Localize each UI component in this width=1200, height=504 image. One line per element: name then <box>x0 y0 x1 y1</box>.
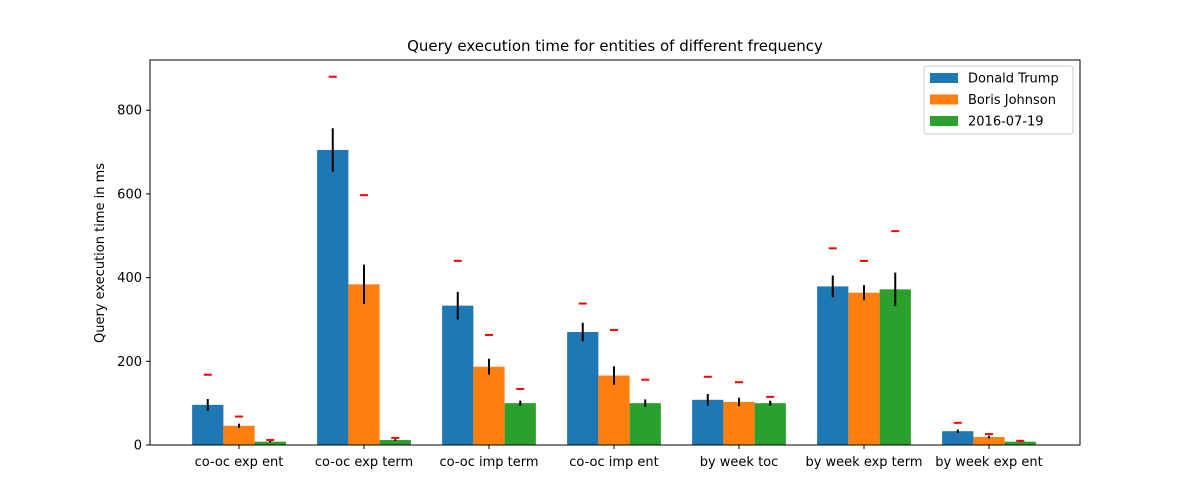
bar <box>473 366 505 445</box>
bar <box>723 401 755 445</box>
chart-title: Query execution time for entities of dif… <box>407 37 823 55</box>
x-tick-label: by week toc <box>700 455 779 470</box>
bar <box>348 284 380 445</box>
bar <box>629 403 661 445</box>
bar <box>379 439 411 445</box>
legend-swatch <box>930 94 958 105</box>
bar <box>754 403 786 445</box>
bar <box>192 404 224 445</box>
bar <box>879 289 911 445</box>
plot-area: co-oc exp ent co-oc exp term co-oc imp ter… <box>117 75 1043 470</box>
y-tick-label: 0 <box>134 439 142 454</box>
x-tick-label: co-oc exp term <box>315 455 413 470</box>
bar <box>442 305 474 445</box>
bar <box>598 375 630 445</box>
bar <box>1004 441 1036 445</box>
legend-label: Boris Johnson <box>968 93 1056 108</box>
legend-box <box>923 65 1074 135</box>
y-tick-label: 800 <box>117 104 142 119</box>
bar <box>254 441 286 445</box>
bar <box>223 425 255 445</box>
bar <box>942 431 974 445</box>
legend-label: 2016-07-19 <box>968 115 1044 130</box>
y-tick-label: 600 <box>117 187 142 202</box>
x-tick-label: co-oc imp ent <box>569 455 659 470</box>
x-tick-label: by week exp term <box>805 455 922 470</box>
bar <box>317 149 349 445</box>
bar <box>567 332 599 445</box>
x-tick-label: co-oc exp ent <box>195 455 284 470</box>
bar <box>504 403 536 445</box>
legend-swatch <box>930 116 958 126</box>
legend: Donald Trump Boris Johnson 2016-07-19 <box>923 65 1074 135</box>
axes-frame <box>149 59 1081 446</box>
bar <box>848 292 880 445</box>
legend-label: Donald Trump <box>968 72 1059 87</box>
bar <box>692 399 724 445</box>
bar <box>817 286 849 445</box>
x-tick-label: by week exp ent <box>935 455 1043 470</box>
bar <box>973 437 1005 445</box>
legend-swatch <box>930 73 958 83</box>
y-tick-label: 400 <box>117 271 142 286</box>
y-axis-label: Query execution time in ms <box>93 163 108 343</box>
y-tick-label: 200 <box>117 355 142 370</box>
x-tick-label: co-oc imp term <box>439 455 538 470</box>
